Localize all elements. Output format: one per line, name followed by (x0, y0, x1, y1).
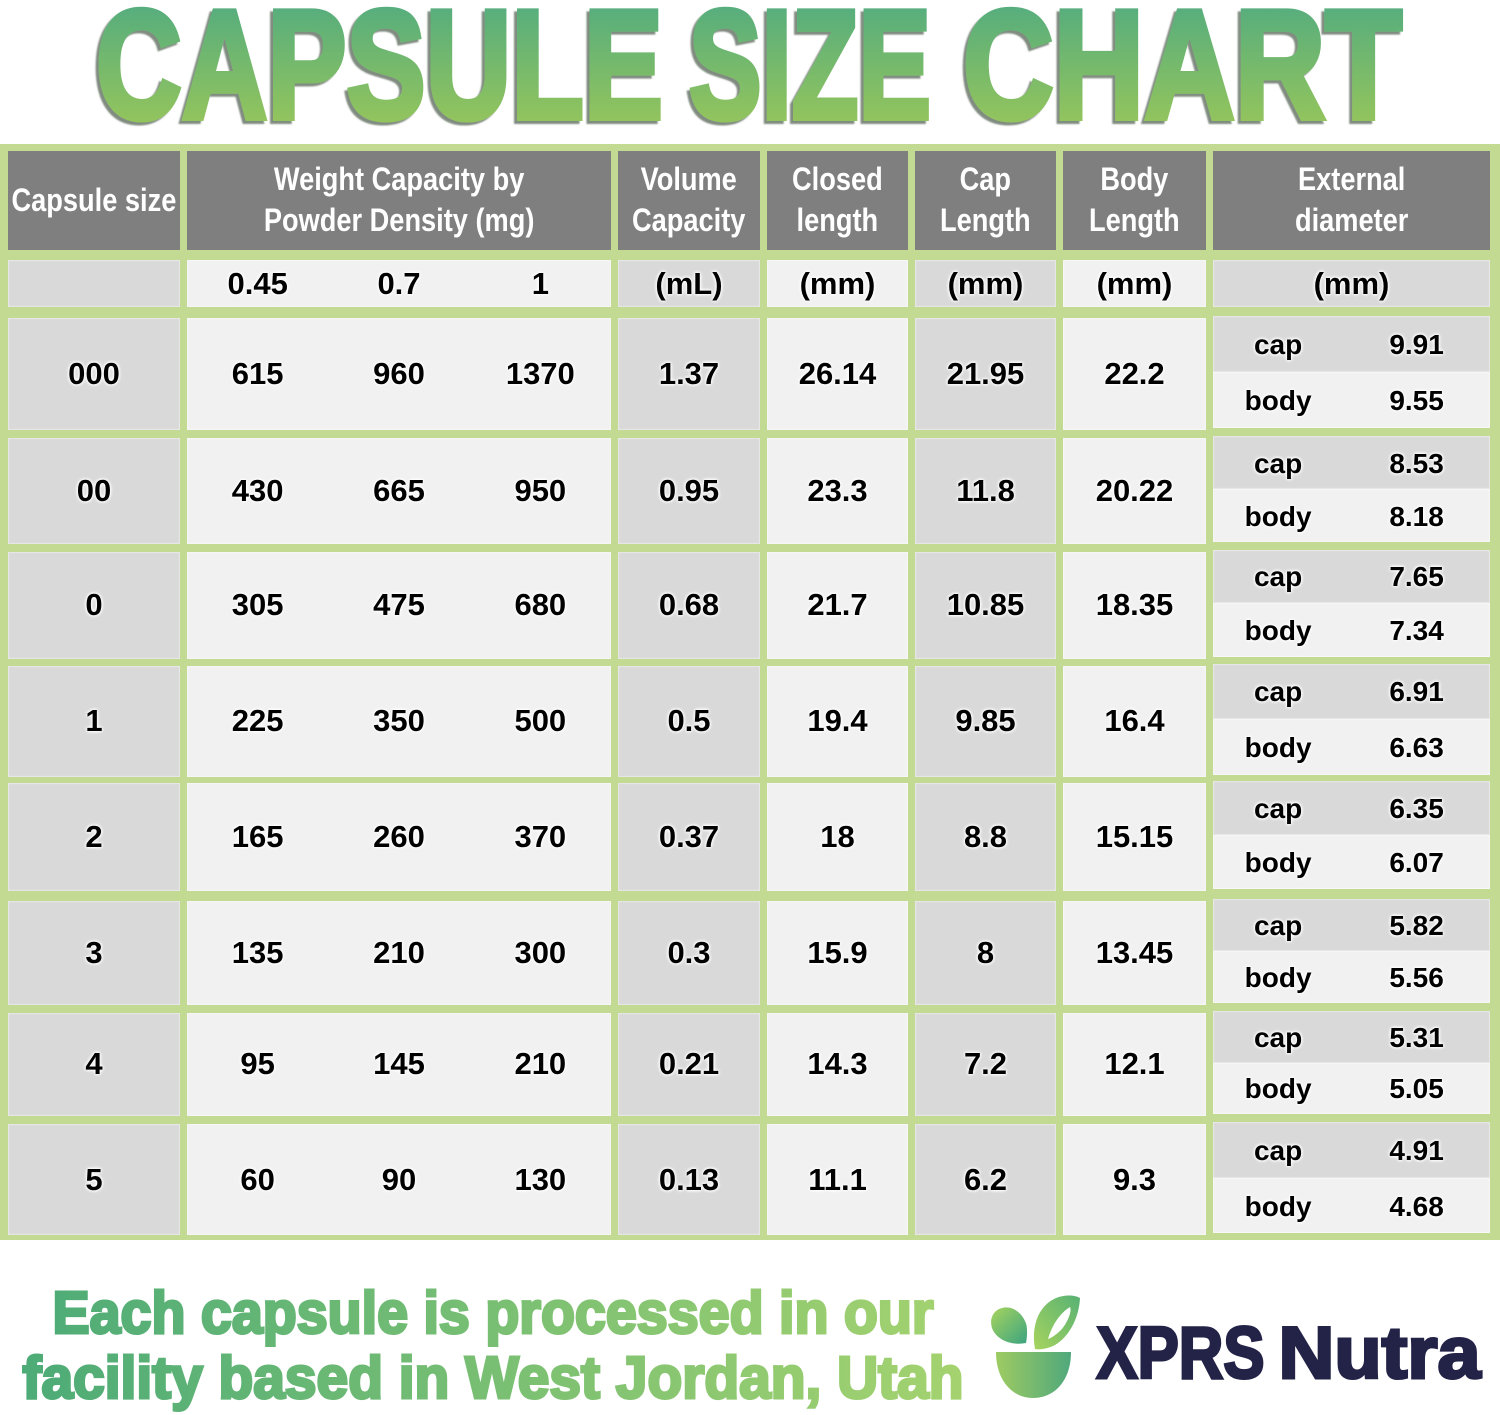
svg-text:Nutra: Nutra (1279, 1313, 1482, 1394)
svg-text:CAPSULE: CAPSULE (96, 0, 663, 144)
svg-text:XPRS: XPRS (1097, 1313, 1265, 1394)
svg-text:facility based in West Jordan,: facility based in West Jordan, Utah (23, 1345, 964, 1411)
svg-text:CHART: CHART (963, 0, 1402, 144)
svg-text:SIZE: SIZE (689, 0, 931, 144)
svg-text:Each capsule is processed in o: Each capsule is processed in our (53, 1280, 934, 1346)
